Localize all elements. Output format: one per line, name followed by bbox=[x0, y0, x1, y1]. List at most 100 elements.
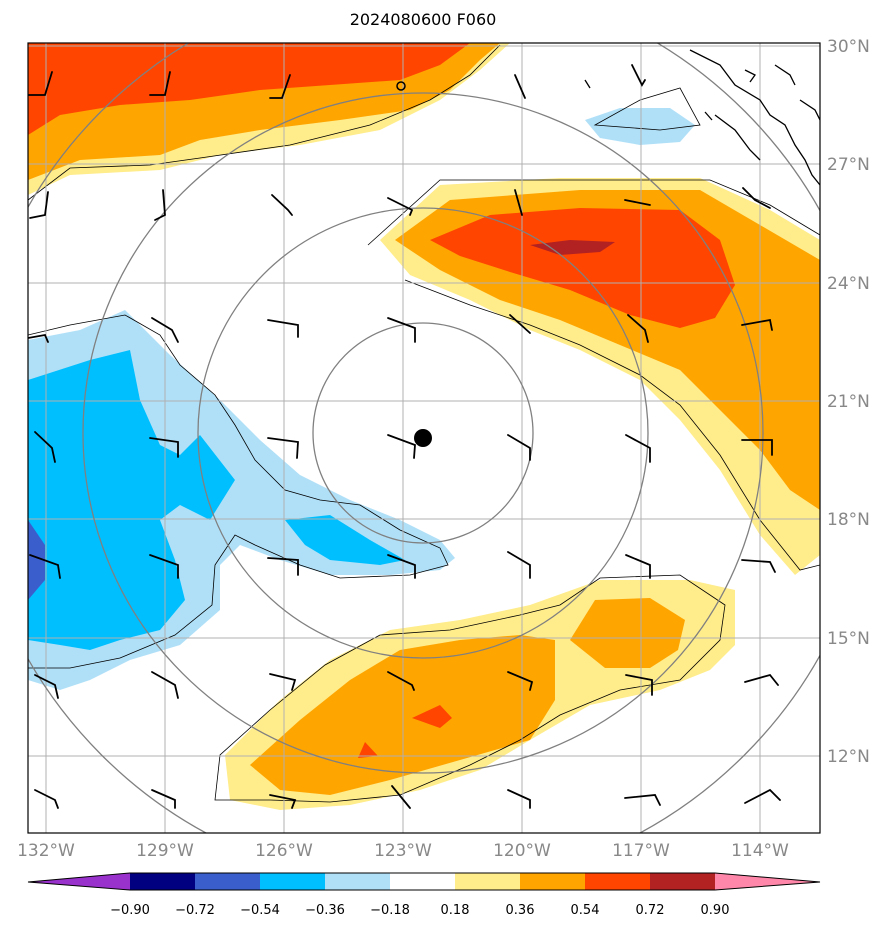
wind-barb bbox=[34, 431, 56, 463]
wind-barb bbox=[151, 789, 176, 809]
map-plot-area bbox=[28, 43, 820, 833]
lat-label: 24°N bbox=[827, 274, 870, 294]
graticule bbox=[28, 43, 820, 833]
wind-barbs bbox=[28, 64, 781, 809]
lon-label: 114°W bbox=[731, 841, 789, 861]
wind-barb bbox=[514, 189, 523, 216]
wind-barb bbox=[741, 439, 773, 456]
colorbar-tick-label: 0.72 bbox=[636, 903, 665, 918]
wind-barb bbox=[387, 317, 416, 343]
wind-barb bbox=[625, 554, 651, 579]
map-title: 2024080600 F060 bbox=[349, 10, 497, 29]
colorbar-extend-low bbox=[28, 873, 130, 890]
colorbar-tick-label: −0.72 bbox=[175, 903, 215, 918]
wind-barb bbox=[267, 557, 299, 576]
wind-barb bbox=[267, 319, 299, 338]
wind-barb bbox=[509, 314, 531, 334]
wind-barb bbox=[507, 789, 531, 809]
negative-anomaly-west bbox=[28, 108, 695, 690]
small-island bbox=[396, 81, 406, 91]
wind-barb bbox=[151, 317, 179, 343]
colorbar-extend-high bbox=[715, 873, 820, 890]
wind-barb bbox=[28, 333, 49, 343]
wind-barb bbox=[624, 199, 651, 206]
lon-label: 123°W bbox=[374, 841, 432, 861]
wind-barb bbox=[387, 434, 416, 459]
positive-anomaly-north bbox=[28, 43, 510, 195]
plot-frame bbox=[27, 42, 821, 834]
colorbar-tick-label: −0.90 bbox=[110, 903, 150, 918]
colorbar-segment bbox=[520, 873, 585, 890]
lon-label: 126°W bbox=[255, 841, 313, 861]
wind-barb bbox=[29, 191, 49, 219]
positive-anomaly-east bbox=[380, 178, 820, 575]
wind-barb bbox=[387, 197, 414, 216]
wind-barb bbox=[151, 671, 179, 699]
lon-label: 132°W bbox=[17, 841, 75, 861]
wind-barb bbox=[149, 71, 171, 96]
colorbar: −0.90 −0.72 −0.54 −0.36 −0.18 0.18 0.36 … bbox=[27, 872, 821, 918]
latitude-labels: 30°N 27°N 24°N 21°N 18°N 15°N 12°N bbox=[827, 37, 870, 767]
lat-label: 12°N bbox=[827, 747, 870, 767]
lat-label: 30°N bbox=[827, 37, 870, 57]
colorbar-segment bbox=[325, 873, 390, 890]
colorbar-segment bbox=[260, 873, 325, 890]
wind-barb bbox=[391, 785, 411, 809]
lat-label: 21°N bbox=[827, 392, 870, 412]
wind-barb bbox=[744, 673, 779, 686]
wind-barb bbox=[631, 64, 646, 87]
lon-label: 129°W bbox=[136, 841, 194, 861]
lon-label: 117°W bbox=[612, 841, 670, 861]
colorbar-segment bbox=[130, 873, 195, 890]
lat-label: 15°N bbox=[827, 629, 870, 649]
wind-barb bbox=[741, 559, 776, 573]
wind-barb bbox=[149, 554, 179, 579]
contour-outlines bbox=[28, 44, 820, 803]
wind-barb bbox=[29, 554, 61, 579]
wind-barb bbox=[507, 671, 534, 691]
longitude-labels: 132°W 129°W 126°W 123°W 120°W 117°W 114°… bbox=[17, 841, 789, 861]
wind-barb bbox=[34, 789, 59, 809]
range-ring-2 bbox=[197, 207, 649, 659]
wind-barb bbox=[625, 434, 651, 463]
coastline bbox=[584, 49, 820, 186]
wind-barb bbox=[744, 788, 781, 804]
wind-barb bbox=[514, 74, 526, 99]
wind-barb bbox=[742, 187, 771, 209]
range-ring-1 bbox=[312, 322, 534, 544]
wind-barb bbox=[507, 434, 531, 461]
wind-barb bbox=[387, 554, 416, 579]
wind-barb bbox=[627, 314, 649, 343]
colorbar-tick-label: 0.18 bbox=[441, 903, 470, 918]
wind-barb bbox=[507, 551, 531, 579]
wind-barb bbox=[269, 74, 291, 99]
wind-barb bbox=[269, 794, 297, 809]
colorbar-tick-label: −0.18 bbox=[370, 903, 410, 918]
wind-barb bbox=[625, 674, 653, 696]
lat-label: 27°N bbox=[827, 155, 870, 175]
colorbar-tick-label: −0.36 bbox=[305, 903, 345, 918]
wind-barb bbox=[269, 673, 297, 691]
wind-barb bbox=[387, 671, 415, 691]
wind-barb bbox=[34, 674, 59, 699]
colorbar-tick-label: 0.54 bbox=[571, 903, 600, 918]
colorbar-segment bbox=[195, 873, 260, 890]
lon-label: 120°W bbox=[493, 841, 551, 861]
colorbar-segment bbox=[650, 873, 715, 890]
range-ring-3 bbox=[82, 92, 764, 774]
wind-barb bbox=[154, 189, 166, 221]
wind-barb bbox=[28, 71, 53, 96]
colorbar-tick-label: 0.36 bbox=[506, 903, 535, 918]
storm-center-marker bbox=[414, 429, 432, 447]
range-rings bbox=[28, 43, 820, 833]
wind-barb bbox=[267, 437, 299, 459]
colorbar-segment bbox=[390, 873, 455, 890]
lat-label: 18°N bbox=[827, 510, 870, 530]
wind-barb bbox=[271, 194, 293, 216]
colorbar-segment bbox=[455, 873, 520, 890]
colorbar-tick-label: −0.54 bbox=[240, 903, 280, 918]
colorbar-tick-label: 0.90 bbox=[701, 903, 730, 918]
wind-barb bbox=[741, 318, 773, 331]
wind-barb bbox=[149, 437, 179, 458]
